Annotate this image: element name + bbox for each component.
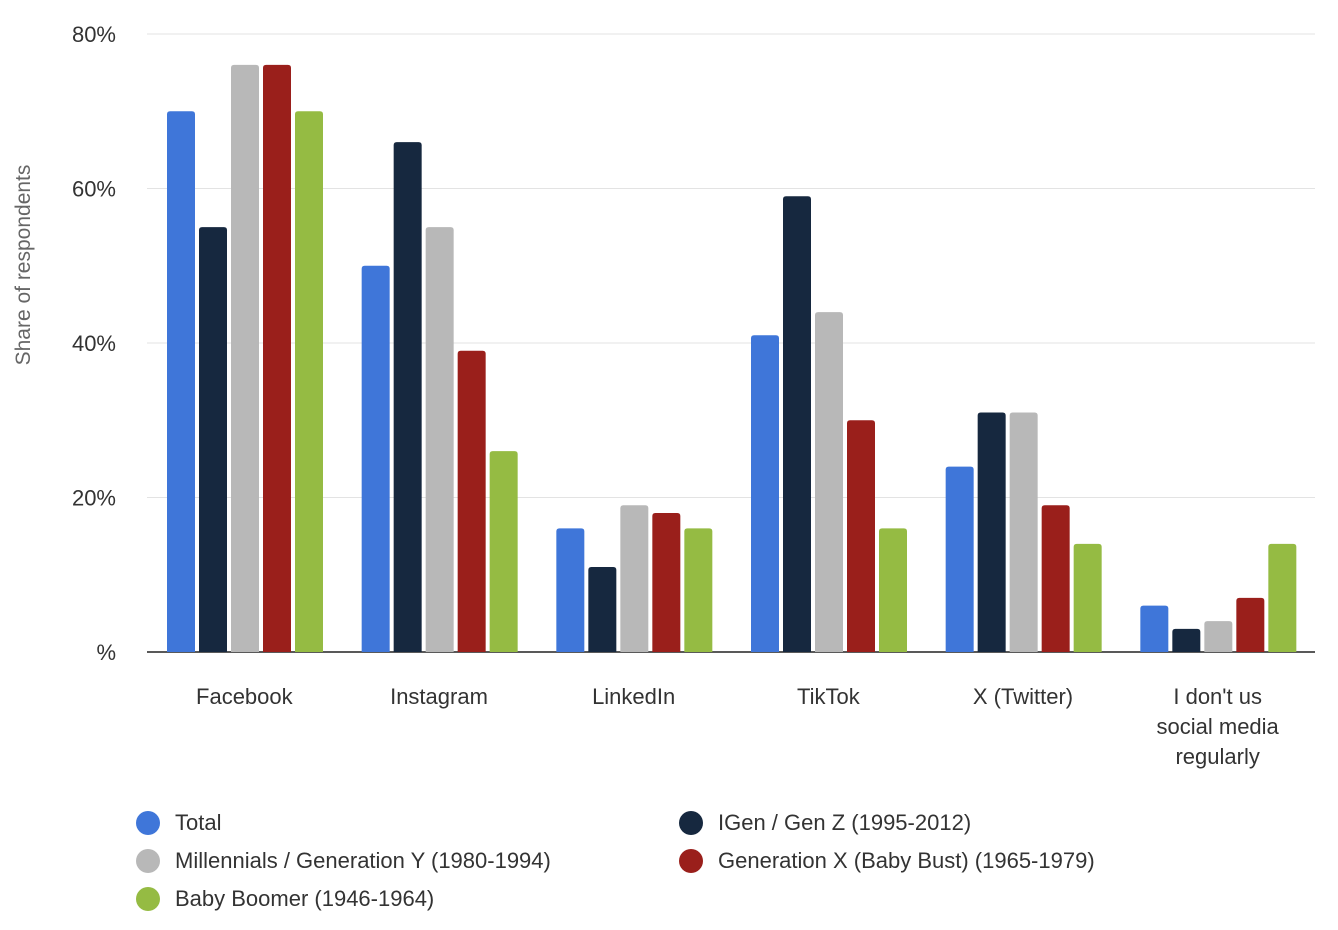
bar: [815, 312, 843, 652]
bar: [393, 142, 422, 652]
legend-item[interactable]: Baby Boomer (1946-1964): [136, 886, 434, 912]
y-tick-label: %: [96, 640, 116, 665]
legend-label: Millennials / Generation Y (1980-1994): [175, 848, 551, 873]
x-tick-label: I don't us social media regularly: [1156, 684, 1279, 769]
legend-dot-icon: [136, 887, 160, 911]
bar: [295, 111, 323, 652]
bar: [425, 227, 454, 652]
bar: [1236, 597, 1265, 652]
bar: [977, 412, 1006, 652]
bar: [489, 451, 518, 652]
legend-item[interactable]: Generation X (Baby Bust) (1965-1979): [679, 848, 1095, 874]
x-tick-label: TikTok: [796, 684, 860, 709]
x-tick-label: Instagram: [390, 684, 488, 709]
bar: [199, 227, 227, 652]
bar: [751, 335, 779, 652]
bar: [945, 466, 974, 652]
legend-dot-icon: [136, 849, 160, 873]
bar: [783, 196, 811, 652]
bar: [1041, 505, 1070, 652]
legend-item[interactable]: Total: [136, 810, 221, 836]
x-tick-label: LinkedIn: [592, 684, 676, 709]
legend-label: Baby Boomer (1946-1964): [175, 886, 435, 911]
bar: [879, 528, 907, 652]
legend-item[interactable]: Millennials / Generation Y (1980-1994): [136, 848, 551, 874]
legend-dot-icon: [679, 811, 703, 835]
bar: [361, 265, 390, 652]
bar: [1268, 543, 1297, 652]
legend-label: Total: [175, 810, 222, 835]
bar: [1073, 543, 1102, 652]
legend-dot-icon: [679, 849, 703, 873]
y-axis-label: Share of respondents: [12, 165, 35, 366]
y-tick-label: 20%: [72, 486, 116, 511]
bar: [620, 505, 649, 652]
bar: [1172, 628, 1201, 652]
bar: [556, 528, 585, 652]
legend-label: IGen / Gen Z (1995-2012): [718, 810, 972, 835]
y-tick-label: 60%: [72, 177, 116, 202]
y-tick-label: 80%: [72, 22, 116, 47]
x-tick-label: X (Twitter): [972, 684, 1074, 709]
bar: [1140, 605, 1169, 652]
bar: [231, 64, 259, 652]
bar: [1009, 412, 1038, 652]
legend-label: Generation X (Baby Bust) (1965-1979): [718, 848, 1095, 873]
y-tick-label: 40%: [72, 331, 116, 356]
bar: [167, 111, 195, 652]
bar: [652, 512, 681, 652]
bar: [457, 350, 486, 652]
x-tick-label: Facebook: [196, 684, 293, 709]
legend-dot-icon: [136, 811, 160, 835]
bar: [263, 64, 291, 652]
bar: [588, 567, 617, 652]
bar: [847, 420, 875, 652]
bar: [1204, 621, 1233, 652]
bar: [684, 528, 713, 652]
legend-item[interactable]: IGen / Gen Z (1995-2012): [679, 810, 971, 836]
